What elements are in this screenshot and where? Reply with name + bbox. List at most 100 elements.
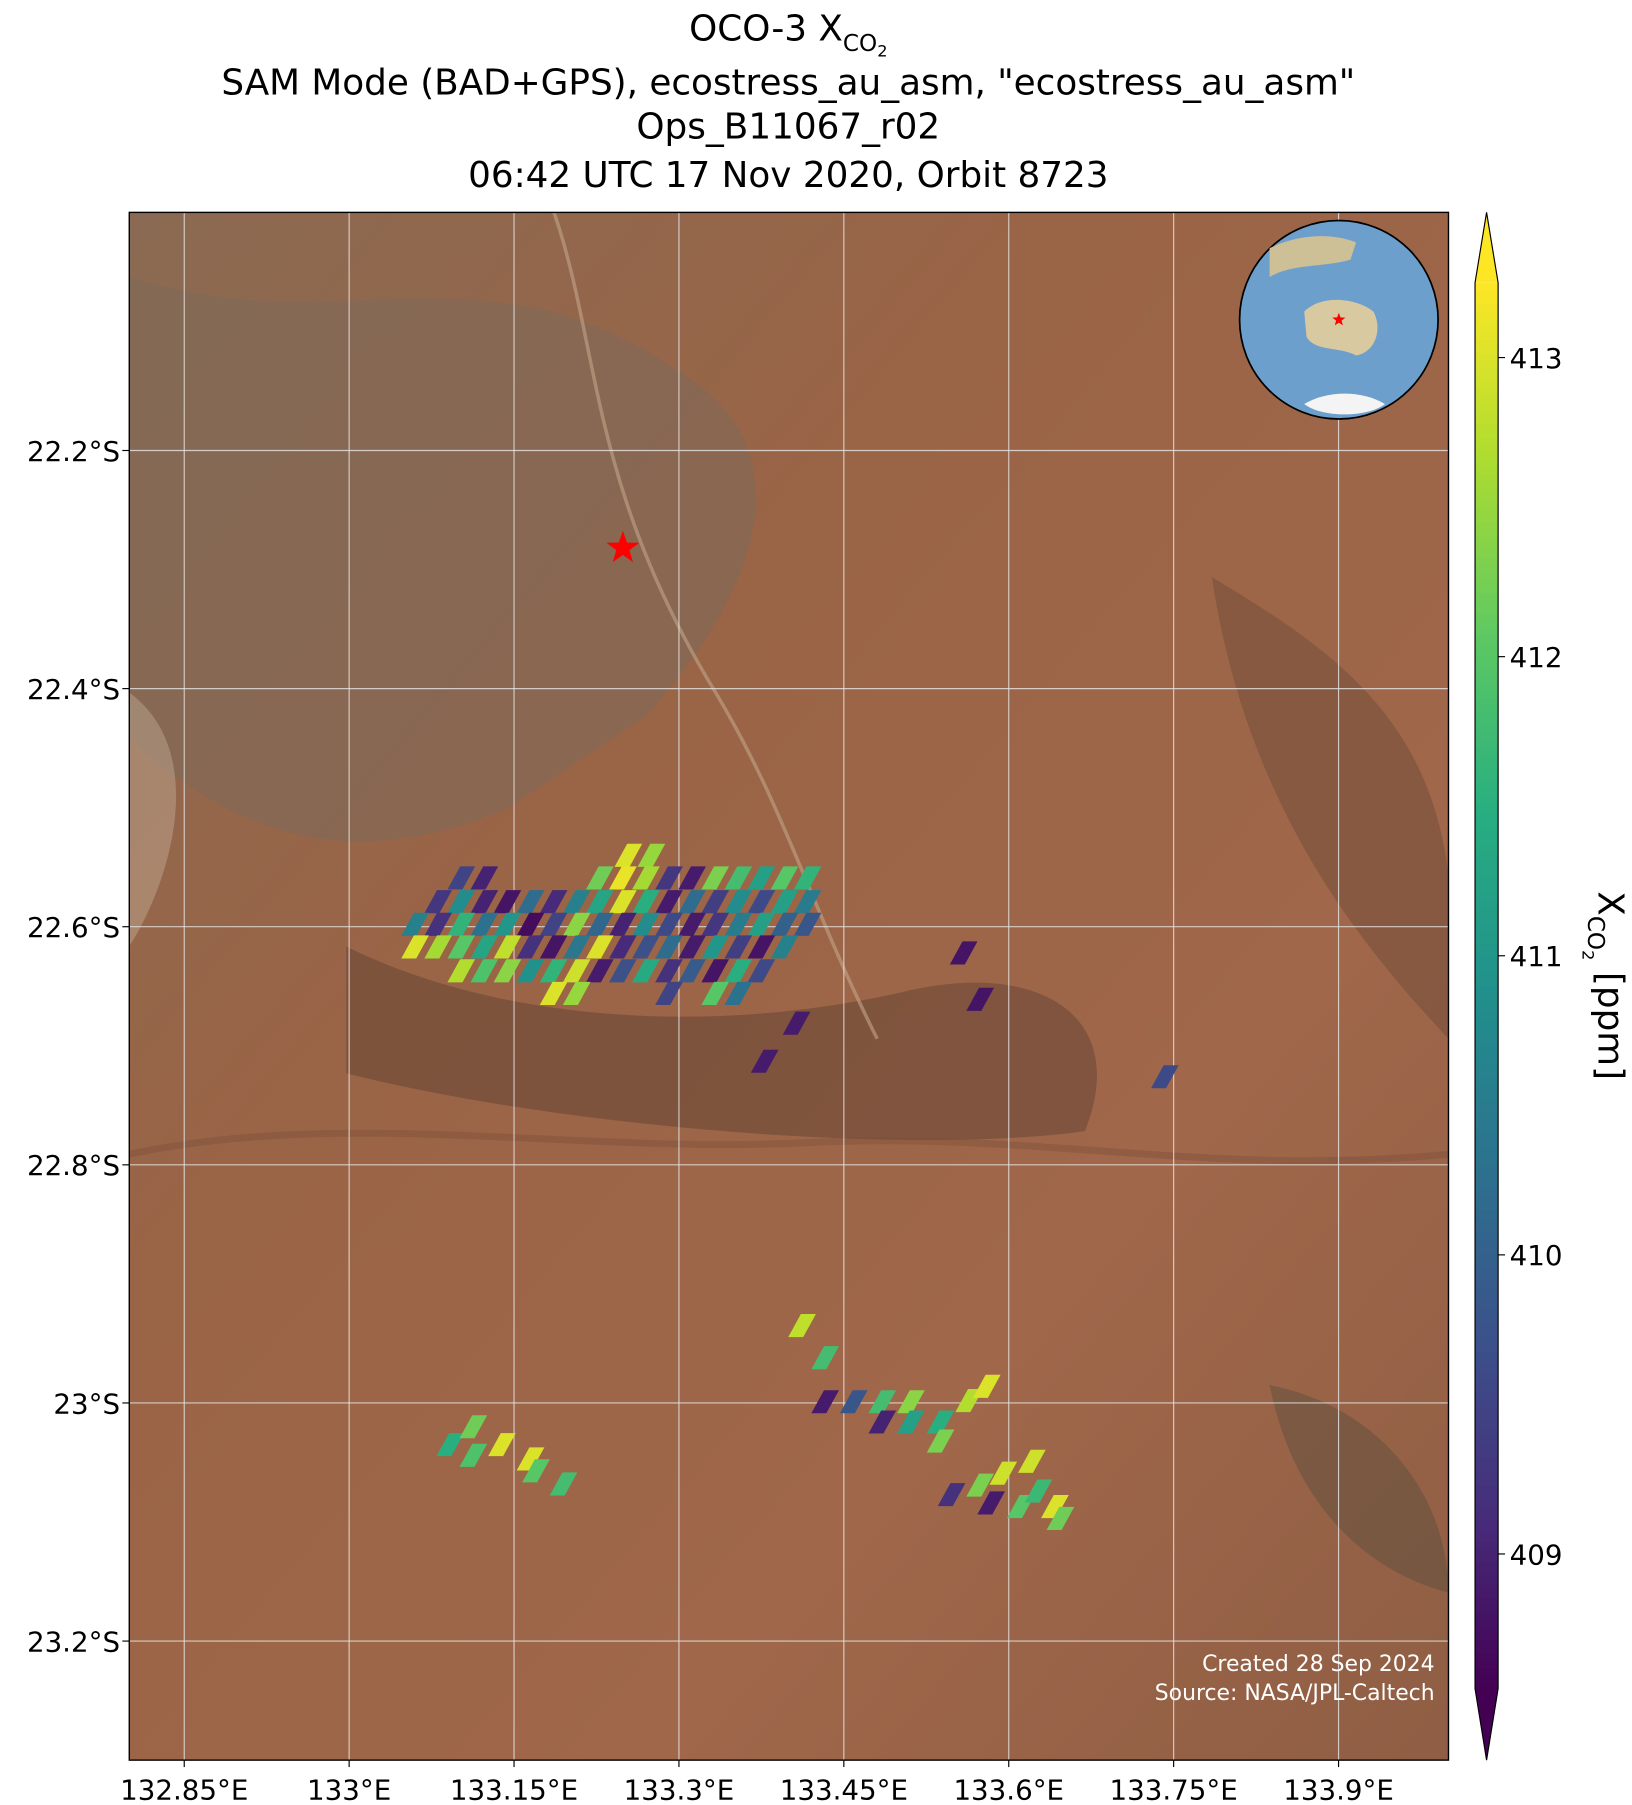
- sounding: [989, 1461, 1018, 1485]
- x-tick-label: 133.6°E: [953, 1773, 1064, 1801]
- colorbar-segment: [1475, 1112, 1499, 1120]
- y-tick-label: 22.6°S: [27, 911, 120, 944]
- sounding: [609, 959, 637, 983]
- sounding: [447, 912, 476, 936]
- sounding: [516, 935, 545, 959]
- colorbar-segment: [1475, 1470, 1499, 1479]
- colorbar-segment: [1475, 697, 1499, 706]
- colorbar-tick-label: 410: [1510, 1239, 1563, 1272]
- colorbar-segment: [1475, 1505, 1499, 1514]
- colorbar-segment: [1475, 592, 1499, 600]
- sounding: [701, 981, 730, 1005]
- sounding: [539, 959, 568, 983]
- colorbar-segment: [1475, 1681, 1499, 1690]
- colorbar-segment: [1475, 985, 1499, 994]
- colorbar-segment: [1475, 317, 1499, 326]
- colorbar-segment: [1475, 1301, 1499, 1310]
- sounding: [701, 890, 730, 914]
- colorbar-segment: [1475, 578, 1499, 586]
- sounding: [1017, 1449, 1046, 1473]
- sounding: [701, 912, 730, 936]
- sounding: [678, 959, 706, 983]
- continent: [1304, 299, 1378, 356]
- sounding: [793, 912, 822, 936]
- colorbar-segment: [1475, 1020, 1499, 1029]
- terrain-patch: [1269, 1385, 1449, 1593]
- colorbar-segment: [1475, 1287, 1499, 1296]
- x-tick-label: 133.15°E: [450, 1773, 578, 1801]
- colorbar-segment: [1475, 542, 1499, 551]
- sounding: [522, 1459, 550, 1483]
- colorbar-segment: [1475, 739, 1499, 748]
- colorbar-outline: [1474, 212, 1499, 1761]
- colorbar-segment: [1475, 1365, 1499, 1373]
- colorbar-segment: [1475, 296, 1499, 305]
- colorbar-segment: [1475, 1562, 1499, 1570]
- sounding: [655, 890, 683, 914]
- sounding: [793, 866, 822, 890]
- sounding: [516, 890, 545, 914]
- river: [552, 212, 879, 1040]
- colorbar-segment: [1475, 1013, 1499, 1022]
- colorbar-segment: [1475, 1070, 1499, 1078]
- colorbar-label-subscript: CO: [1582, 916, 1608, 950]
- colorbar-segment: [1475, 753, 1499, 762]
- colorbar-segment: [1475, 922, 1499, 931]
- colorbar-segment: [1475, 1569, 1499, 1577]
- colorbar-segment: [1475, 360, 1499, 368]
- colorbar-segment: [1475, 1323, 1499, 1331]
- colorbar-segment: [1475, 1330, 1499, 1338]
- colorbar-segment: [1475, 880, 1499, 888]
- colorbar-segment: [1475, 1463, 1499, 1472]
- sounding: [897, 1390, 925, 1414]
- sounding: [493, 912, 522, 936]
- colorbar-segment: [1475, 507, 1499, 516]
- x-tick-label: 133.45°E: [780, 1773, 908, 1801]
- colorbar-segment: [1475, 1077, 1499, 1085]
- sounding: [470, 935, 499, 959]
- sounding: [470, 959, 499, 983]
- colorbar-label-unit: [ppm]: [1590, 972, 1631, 1080]
- colorbar-segment: [1475, 310, 1499, 319]
- colorbar-segment: [1475, 1196, 1499, 1205]
- colorbar-segment: [1475, 1379, 1499, 1388]
- sounding: [562, 912, 591, 936]
- title-line: OCO-3 XCO2: [689, 8, 887, 60]
- colorbar-segment: [1475, 732, 1499, 741]
- sounding: [724, 959, 753, 983]
- sounding: [811, 1346, 840, 1370]
- colorbar-segment: [1475, 1224, 1499, 1233]
- colorbar-segment: [1475, 1133, 1499, 1142]
- colorbar-segment: [1475, 711, 1499, 720]
- colorbar-segment: [1475, 1062, 1499, 1071]
- title-text: OCO-3 X: [689, 8, 843, 49]
- sounding: [516, 959, 545, 983]
- colorbar-segment: [1475, 1533, 1499, 1542]
- sounding: [966, 1473, 995, 1497]
- colorbar-segment: [1475, 1006, 1499, 1015]
- colorbar-segment: [1475, 760, 1499, 769]
- sounding: [539, 935, 568, 959]
- colorbar-segment: [1475, 746, 1499, 755]
- colorbar-segment: [1475, 1540, 1499, 1549]
- sounding: [949, 941, 978, 965]
- colorbar-segment: [1475, 936, 1499, 945]
- colorbar-segment: [1475, 1393, 1499, 1402]
- colorbar-segment: [1475, 381, 1499, 389]
- sounding: [655, 912, 683, 936]
- colorbar-segment: [1475, 929, 1499, 938]
- colorbar-segment: [1475, 570, 1499, 579]
- sounding: [609, 935, 637, 959]
- sounding: [747, 959, 776, 983]
- sounding: [897, 1410, 925, 1434]
- x-tick-label: 133.75°E: [1110, 1773, 1238, 1801]
- sounding: [1041, 1494, 1069, 1519]
- sounding: [585, 912, 614, 936]
- colorbar-segment: [1475, 1091, 1499, 1099]
- colorbar-segment: [1475, 585, 1499, 593]
- colorbar-segment: [1475, 367, 1499, 375]
- sounding: [609, 866, 637, 890]
- target-star: [606, 530, 640, 563]
- colorbar-segment: [1475, 676, 1499, 685]
